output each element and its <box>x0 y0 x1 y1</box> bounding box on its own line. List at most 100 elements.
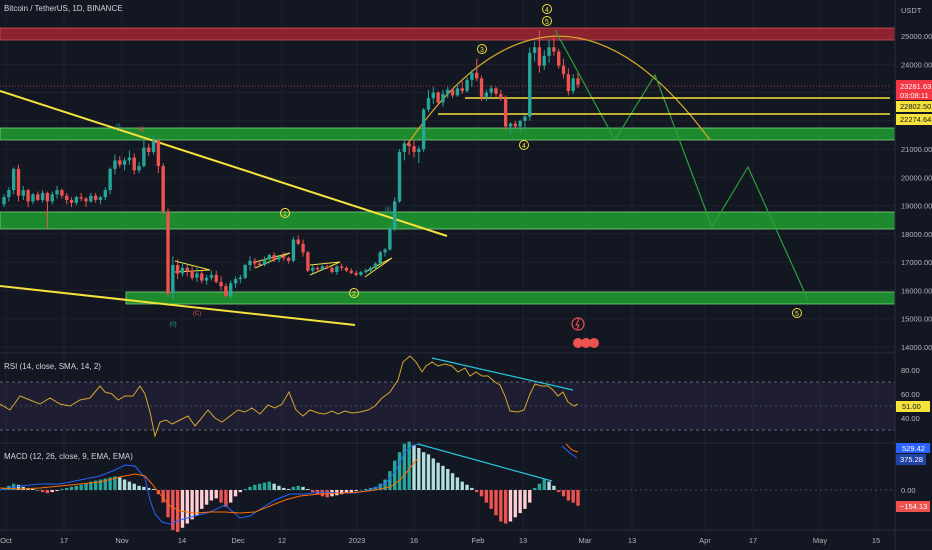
chart-title: Bitcoin / TetherUS, 1D, BINANCE <box>4 4 123 13</box>
candle-body <box>503 98 508 127</box>
macd-histogram <box>2 441 580 532</box>
macd-histogram-bar <box>349 490 353 493</box>
time-tick-label: 17 <box>60 536 68 545</box>
candle-body <box>436 92 440 103</box>
candle-body <box>257 263 262 266</box>
candle-body <box>16 168 21 196</box>
macd-histogram-bar <box>368 487 373 490</box>
svg-text:5: 5 <box>545 19 549 26</box>
macd-histogram-bar <box>262 482 267 490</box>
macd-axis[interactable]: 529.42 375.28 −154.13 0.00 <box>896 443 930 512</box>
macd-histogram-bar <box>421 452 426 490</box>
candle-body <box>325 266 329 268</box>
macd-histogram-bar <box>248 486 252 490</box>
candle-body <box>373 263 378 268</box>
macd-histogram-bar <box>571 490 575 503</box>
macd-histogram-bar <box>214 490 218 499</box>
rsi-tick-label: 60.00 <box>901 390 920 399</box>
macd-histogram-bar <box>296 485 300 490</box>
rsi-axis[interactable]: 51.00 80.00 60.00 40.00 <box>896 366 930 423</box>
macd-histogram-bar <box>465 484 469 490</box>
price-axis-labels: 23281.63 03:08:11 22802.50 22274.64 <box>896 80 932 125</box>
candle-body <box>36 194 40 200</box>
candle-body <box>431 92 435 99</box>
time-axis[interactable]: Oct 17 Nov 14 Dec 12 2023 16 Feb 13 Mar 13 Apr 17 May 1… <box>0 536 880 545</box>
macd-histogram-bar <box>557 490 561 493</box>
macd-histogram-bar <box>238 490 243 493</box>
lightning-glyph <box>575 318 580 330</box>
price-tick-label: 17000.00 <box>901 258 932 267</box>
macd-histogram-bar <box>84 483 88 490</box>
macd-divergence-line <box>417 443 553 482</box>
lightning-icon[interactable] <box>571 317 585 331</box>
macd-histogram-bar <box>470 487 474 490</box>
macd-histogram-bar <box>286 488 291 490</box>
candle-body <box>499 93 503 99</box>
time-tick-label: 12 <box>278 536 286 545</box>
macd-histogram-bar <box>426 454 431 490</box>
price-tick-label: 19000.00 <box>901 202 932 211</box>
macd-histogram-bar <box>373 486 378 490</box>
candle-body <box>470 72 474 80</box>
macd-histogram-bar <box>417 448 421 490</box>
level-2-value: 22274.64 <box>900 115 931 124</box>
candle-body <box>508 123 513 127</box>
svg-text:4: 4 <box>545 7 549 14</box>
candle-body <box>537 47 542 66</box>
candle-body <box>229 283 233 297</box>
macd-histogram-bar <box>195 490 199 516</box>
macd-histogram-bar <box>60 488 64 490</box>
macd-histogram-bar <box>45 490 50 494</box>
event-icon-3[interactable] <box>589 338 599 348</box>
candle-body <box>180 267 185 274</box>
candle-body <box>513 123 517 127</box>
candle-body <box>441 93 445 103</box>
macd-histogram-bar <box>36 490 40 491</box>
candle-body <box>7 190 11 198</box>
wave-label-3: 3 <box>477 44 487 54</box>
candle-body <box>475 72 479 79</box>
candle-body <box>142 147 146 167</box>
time-tick-label: 2023 <box>349 536 366 545</box>
candle-body <box>272 255 276 260</box>
candle-body <box>571 78 575 92</box>
candle-body <box>296 239 300 244</box>
macd-histogram-bar <box>311 490 315 493</box>
candle-body <box>93 195 98 200</box>
macd-histogram-bar <box>190 490 194 520</box>
candle-body <box>238 277 243 280</box>
macd-histogram-bar <box>69 486 74 490</box>
candle-body <box>566 74 571 92</box>
macd-histogram-bar <box>89 481 93 490</box>
candle-body <box>277 256 281 260</box>
macd-histogram-bar <box>127 481 132 490</box>
candle-body <box>118 160 122 165</box>
rsi-value-badge <box>896 401 930 412</box>
candle-body <box>147 147 151 152</box>
candle-body <box>243 265 247 278</box>
candle-body <box>113 160 117 169</box>
macd-histogram-bar <box>576 490 580 506</box>
candle-body <box>132 157 136 171</box>
candle-body <box>528 52 532 117</box>
candle-body <box>151 140 156 152</box>
candle-body <box>421 109 426 150</box>
candle-body <box>137 166 141 171</box>
candle-body <box>267 255 271 260</box>
event-icon-2[interactable] <box>581 338 591 348</box>
candle-body <box>233 279 238 284</box>
candle-body <box>103 190 107 198</box>
event-icons[interactable] <box>571 317 599 348</box>
event-icon-1[interactable] <box>573 338 583 348</box>
candle-body <box>397 151 402 202</box>
time-tick-label: Oct <box>0 536 13 545</box>
macd-histogram-bar <box>566 490 571 501</box>
macd-histogram-bar <box>74 485 79 490</box>
wave-label-ii-top: (ii) <box>138 127 145 133</box>
support-zone-lower <box>125 291 896 305</box>
candles <box>2 30 580 299</box>
macd-histogram-bar <box>320 490 325 497</box>
wave-label-c: (C) <box>193 311 201 317</box>
